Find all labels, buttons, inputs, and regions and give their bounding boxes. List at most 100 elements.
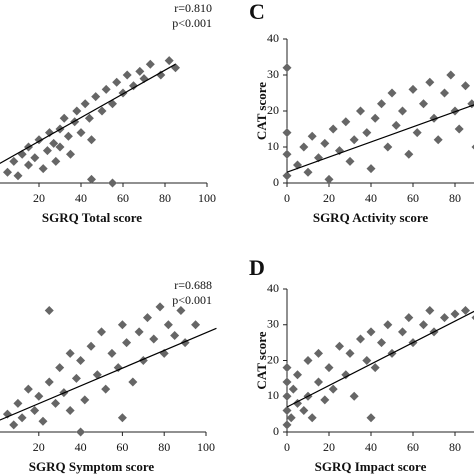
- y-tick-label: 40: [267, 31, 279, 45]
- data-point: [134, 327, 144, 337]
- data-point: [404, 313, 414, 323]
- y-axis-label: CAT score: [254, 82, 269, 140]
- data-point: [191, 320, 201, 330]
- data-point: [349, 135, 359, 145]
- data-point: [320, 395, 330, 405]
- data-point: [377, 99, 386, 109]
- data-point: [345, 156, 355, 166]
- data-point: [101, 384, 111, 394]
- data-point: [341, 117, 351, 127]
- data-point: [3, 167, 12, 177]
- regression-line: [0, 327, 217, 421]
- data-point: [42, 146, 52, 156]
- x-tick-label: 60: [407, 440, 419, 454]
- annotation: r=0.810: [174, 1, 212, 15]
- data-point: [404, 149, 414, 159]
- data-point: [286, 413, 296, 423]
- data-point: [66, 149, 75, 159]
- data-point: [51, 398, 61, 408]
- panel-label: C: [249, 0, 265, 24]
- data-point: [335, 341, 344, 351]
- x-tick-label: 60: [116, 440, 128, 454]
- data-point: [440, 313, 449, 323]
- data-point: [299, 406, 309, 416]
- data-point: [307, 131, 317, 141]
- data-point: [87, 135, 96, 145]
- data-point: [97, 327, 106, 337]
- data-point: [314, 377, 323, 387]
- data-point: [328, 124, 338, 134]
- y-tick-label: 20: [267, 103, 279, 117]
- data-point: [55, 363, 65, 373]
- annotation: p<0.001: [172, 16, 212, 30]
- data-point: [282, 420, 292, 430]
- data-point: [76, 356, 86, 365]
- data-point: [387, 88, 397, 98]
- data-point: [38, 164, 48, 174]
- data-point: [107, 348, 117, 358]
- data-point: [450, 309, 460, 319]
- x-tick-label: 100: [198, 191, 216, 205]
- data-point: [282, 391, 292, 401]
- data-point: [72, 106, 82, 116]
- data-point: [117, 320, 127, 330]
- data-point: [362, 128, 372, 138]
- data-point: [84, 113, 94, 123]
- data-point: [44, 305, 54, 315]
- x-tick-label: 40: [365, 191, 377, 205]
- data-point: [356, 106, 365, 116]
- y-tick-label: 20: [267, 352, 279, 366]
- data-point: [17, 413, 27, 423]
- y-axis-label: CAT score: [254, 331, 269, 389]
- data-point: [293, 370, 302, 380]
- data-point: [293, 398, 302, 408]
- data-point: [87, 174, 96, 184]
- data-point: [97, 106, 107, 116]
- data-point: [80, 99, 90, 109]
- data-point: [142, 313, 152, 323]
- x-tick-label: 80: [449, 191, 461, 205]
- data-point: [370, 113, 380, 123]
- data-point: [328, 384, 338, 394]
- data-point: [51, 156, 61, 166]
- data-point: [112, 77, 122, 87]
- data-point: [129, 81, 138, 91]
- x-tick-label: 60: [407, 191, 419, 205]
- y-tick-label: 10: [267, 139, 279, 153]
- data-point: [433, 135, 443, 145]
- y-tick-label: 0: [273, 424, 279, 438]
- data-point: [30, 406, 40, 416]
- x-tick-label: 60: [117, 191, 129, 205]
- data-point: [65, 406, 75, 416]
- data-point: [135, 66, 145, 76]
- data-point: [145, 59, 155, 69]
- data-point: [282, 377, 292, 387]
- data-point: [80, 395, 90, 405]
- data-point: [391, 120, 401, 130]
- panel-label: D: [249, 255, 265, 280]
- data-point: [9, 156, 19, 166]
- data-point: [461, 81, 470, 91]
- data-point: [314, 348, 323, 358]
- data-point: [176, 305, 186, 315]
- y-tick-label: 40: [267, 281, 279, 295]
- data-point: [366, 327, 376, 337]
- data-point: [345, 348, 355, 358]
- data-point: [13, 398, 23, 408]
- data-point: [425, 305, 435, 315]
- annotation: p<0.001: [172, 293, 212, 307]
- data-point: [370, 363, 380, 373]
- x-tick-label: 100: [197, 440, 215, 454]
- data-point: [117, 413, 127, 423]
- x-tick-label: 20: [33, 191, 45, 205]
- data-point: [63, 131, 73, 141]
- data-point: [59, 113, 69, 123]
- data-point: [23, 384, 33, 394]
- data-point: [282, 128, 292, 138]
- x-tick-label: 20: [323, 191, 335, 205]
- data-point: [65, 348, 75, 358]
- data-point: [419, 99, 428, 109]
- data-point: [471, 144, 474, 150]
- x-tick-label: 40: [365, 440, 377, 454]
- data-point: [24, 160, 33, 170]
